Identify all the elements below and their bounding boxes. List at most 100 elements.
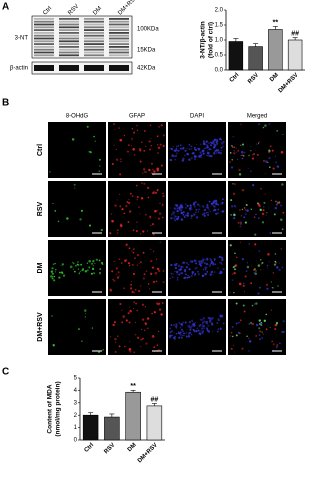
speckle bbox=[275, 200, 277, 203]
group-label: DM bbox=[37, 262, 44, 273]
speckle bbox=[207, 263, 209, 266]
speckle bbox=[186, 262, 188, 264]
speckle bbox=[180, 323, 183, 326]
speckle bbox=[188, 275, 191, 279]
speckle bbox=[170, 272, 173, 275]
speckle bbox=[157, 217, 161, 220]
speckle bbox=[259, 338, 261, 340]
y-tick-label: 2.0 bbox=[215, 8, 224, 14]
speckle bbox=[220, 256, 223, 259]
speckle bbox=[210, 262, 213, 265]
speckle bbox=[245, 203, 248, 206]
speckle bbox=[206, 154, 208, 156]
speckle bbox=[181, 325, 183, 327]
speckle bbox=[222, 267, 225, 271]
speckle bbox=[274, 206, 278, 210]
speckle bbox=[178, 322, 181, 324]
speckle bbox=[221, 271, 223, 274]
speckle bbox=[260, 269, 262, 271]
speckle bbox=[212, 211, 214, 213]
speckle bbox=[193, 201, 196, 204]
speckle bbox=[161, 204, 164, 207]
speckle bbox=[141, 338, 144, 341]
speckle bbox=[62, 274, 66, 277]
speckle bbox=[230, 166, 234, 169]
speckle bbox=[201, 322, 204, 324]
speckle bbox=[170, 213, 173, 216]
speckle bbox=[193, 155, 197, 158]
speckle bbox=[172, 155, 175, 158]
speckle bbox=[119, 173, 122, 176]
speckle bbox=[217, 203, 220, 206]
speckle bbox=[192, 329, 195, 332]
channel-header: Merged bbox=[247, 114, 267, 120]
speckle bbox=[158, 349, 160, 351]
speckle bbox=[184, 203, 187, 206]
blot-band bbox=[34, 37, 54, 40]
speckle bbox=[280, 248, 283, 250]
speckle bbox=[248, 154, 250, 157]
speckle bbox=[186, 204, 189, 207]
speckle bbox=[213, 150, 217, 153]
speckle bbox=[248, 340, 252, 343]
blot-band bbox=[59, 54, 79, 57]
speckle bbox=[187, 274, 189, 277]
speckle bbox=[152, 191, 156, 194]
speckle bbox=[127, 262, 130, 265]
micrograph bbox=[48, 122, 106, 178]
speckle bbox=[206, 144, 209, 147]
speckle bbox=[171, 324, 173, 327]
blot-band bbox=[34, 54, 54, 57]
speckle bbox=[109, 232, 112, 235]
speckle bbox=[251, 183, 255, 187]
speckle bbox=[173, 324, 175, 326]
speckle bbox=[213, 152, 216, 155]
speckle bbox=[153, 170, 156, 173]
speckle bbox=[209, 273, 212, 276]
speckle bbox=[61, 263, 64, 266]
y-axis-label: (nmol/mg protein) bbox=[55, 381, 62, 436]
speckle bbox=[191, 261, 194, 264]
speckle bbox=[182, 211, 185, 214]
speckle bbox=[249, 321, 252, 324]
speckle bbox=[208, 142, 210, 144]
blot-band bbox=[84, 18, 104, 20]
speckle bbox=[151, 335, 155, 338]
speckle bbox=[220, 203, 222, 205]
speckle bbox=[112, 323, 115, 327]
speckle bbox=[181, 203, 183, 205]
blot-band bbox=[109, 34, 129, 37]
speckle bbox=[255, 270, 257, 272]
speckle bbox=[208, 209, 210, 211]
speckle bbox=[205, 140, 208, 143]
speckle bbox=[179, 147, 182, 150]
speckle bbox=[217, 152, 220, 154]
x-tick-label: Ctrl bbox=[229, 72, 241, 84]
speckle bbox=[171, 149, 173, 151]
speckle bbox=[202, 324, 205, 328]
speckle bbox=[197, 329, 200, 332]
speckle bbox=[133, 301, 135, 303]
speckle bbox=[177, 213, 179, 215]
speckle bbox=[248, 350, 250, 352]
speckle bbox=[131, 139, 133, 141]
speckle bbox=[187, 334, 191, 338]
speckle bbox=[202, 323, 204, 325]
speckle bbox=[190, 145, 193, 148]
speckle bbox=[203, 147, 206, 150]
speckle bbox=[271, 286, 273, 288]
speckle bbox=[229, 161, 231, 163]
speckle bbox=[151, 162, 153, 165]
speckle bbox=[115, 158, 119, 161]
micrograph bbox=[228, 181, 286, 237]
speckle bbox=[128, 247, 131, 250]
speckle bbox=[127, 312, 130, 315]
speckle bbox=[233, 212, 235, 214]
blot-band bbox=[34, 65, 54, 71]
speckle bbox=[231, 273, 234, 275]
speckle bbox=[180, 272, 183, 275]
speckle bbox=[173, 218, 176, 220]
blot-row-label: β-actin bbox=[10, 66, 28, 72]
speckle bbox=[190, 214, 193, 218]
blot-band bbox=[34, 43, 54, 45]
